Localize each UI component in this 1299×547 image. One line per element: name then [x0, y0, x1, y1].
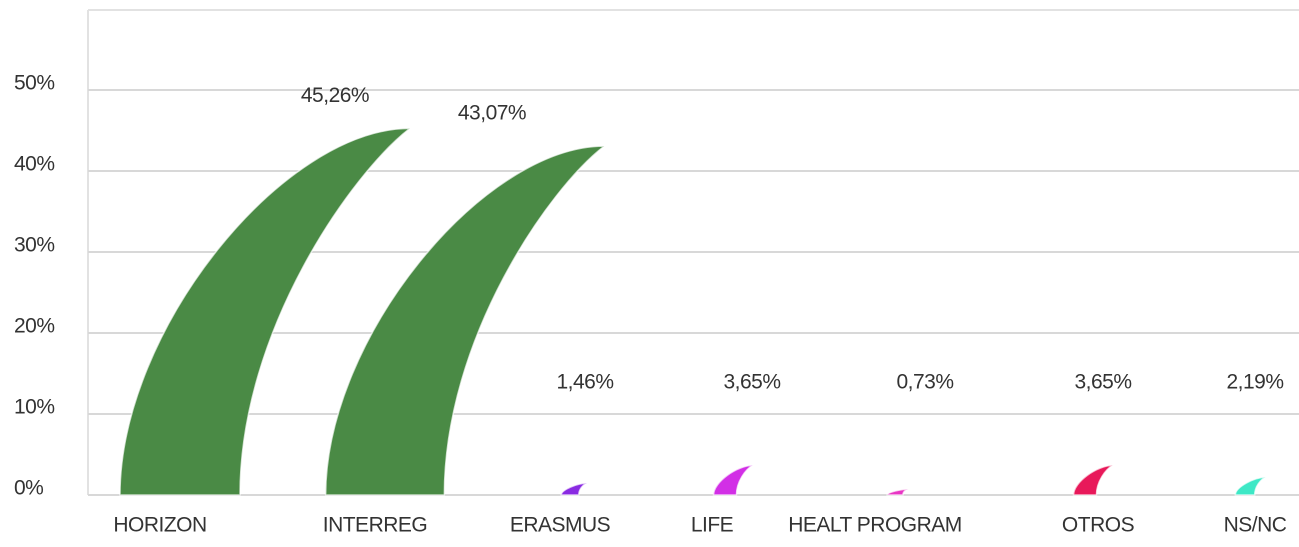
y-tick-label: 50%: [14, 72, 55, 95]
value-label: 0,73%: [896, 371, 953, 394]
y-tick-label: 40%: [14, 153, 55, 176]
value-label: 43,07%: [458, 102, 526, 125]
value-label: 2,19%: [1226, 371, 1283, 394]
x-tick-label: HEALT PROGRAM: [788, 514, 962, 537]
y-tick-label: 30%: [14, 234, 55, 257]
x-tick-label: LIFE: [691, 514, 734, 537]
bar: [886, 488, 909, 496]
x-tick-label: NS/NC: [1224, 514, 1287, 537]
x-tick-label: ERASMUS: [510, 514, 611, 537]
y-tick-label: 10%: [14, 396, 55, 419]
bar: [1072, 464, 1114, 496]
value-label: 3,65%: [723, 371, 780, 394]
value-label: 3,65%: [1074, 371, 1131, 394]
bar: [119, 127, 413, 496]
x-tick-label: INTERREG: [323, 514, 428, 537]
y-tick-label: 0%: [14, 477, 43, 500]
bar: [324, 145, 607, 496]
bar: [1234, 476, 1266, 496]
value-label: 1,46%: [556, 371, 613, 394]
bar: [560, 482, 588, 496]
value-label: 45,26%: [301, 84, 369, 107]
bar: [712, 464, 754, 496]
x-tick-label: HORIZON: [113, 514, 206, 537]
y-tick-label: 20%: [14, 315, 55, 338]
x-tick-label: OTROS: [1062, 514, 1135, 537]
